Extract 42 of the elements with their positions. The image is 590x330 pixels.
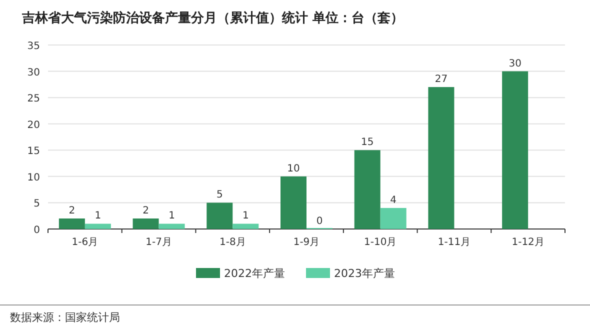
bar <box>354 150 380 229</box>
y-tick-label: 5 <box>34 198 40 210</box>
data-label: 1 <box>94 210 102 222</box>
bar <box>158 224 185 229</box>
data-label: 5 <box>216 190 223 201</box>
bar <box>84 224 111 229</box>
legend-label: 2022年产量 <box>224 267 285 280</box>
y-tick-label: 15 <box>27 146 40 158</box>
bar <box>502 71 528 229</box>
bar <box>58 218 85 229</box>
data-label: 27 <box>434 74 448 86</box>
bar <box>232 224 259 229</box>
y-tick-label: 30 <box>27 67 40 78</box>
bar <box>206 202 233 229</box>
x-tick-label: 1-9月 <box>293 237 320 248</box>
x-tick-label: 1-11月 <box>438 237 471 248</box>
x-tick-label: 1-8月 <box>219 237 246 248</box>
x-tick-label: 1-12月 <box>512 237 544 248</box>
data-label: 15 <box>360 137 374 148</box>
bar <box>132 218 159 229</box>
y-tick-label: 20 <box>27 120 40 131</box>
data-label: 30 <box>508 58 522 70</box>
x-tick-label: 1-10月 <box>364 237 397 248</box>
data-label: 0 <box>316 216 323 227</box>
x-tick-label: 1-6月 <box>72 237 98 248</box>
x-tick-label: 1-7月 <box>146 237 172 248</box>
bar <box>380 208 406 229</box>
source-note: 数据来源：国家统计局 <box>10 311 120 324</box>
data-label: 2 <box>68 205 76 216</box>
bar <box>428 87 454 229</box>
data-label: 1 <box>168 210 175 222</box>
data-label: 2 <box>142 205 149 216</box>
chart-title: 吉林省大气污染防治设备产量分月（累计值）统计 单位：台（套） <box>21 10 404 26</box>
data-label: 1 <box>242 210 249 222</box>
data-label: 10 <box>287 163 300 174</box>
y-tick-label: 0 <box>34 225 40 236</box>
y-tick-label: 25 <box>27 94 40 105</box>
bar <box>280 176 306 229</box>
legend-label: 2023年产量 <box>334 267 395 280</box>
y-tick-label: 35 <box>27 41 40 52</box>
y-tick-label: 10 <box>27 172 40 184</box>
data-label: 4 <box>390 194 397 206</box>
